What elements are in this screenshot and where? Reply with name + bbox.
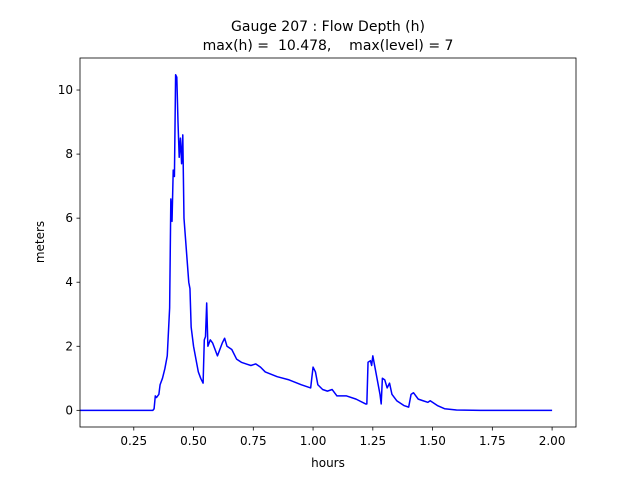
x-tick-label: 0.75 (240, 434, 267, 448)
plot-frame (79, 57, 577, 428)
y-tick-label: 0 (65, 403, 73, 417)
y-tick-label: 4 (65, 275, 73, 289)
y-tick-label: 10 (58, 83, 73, 97)
x-tick-label: 1.50 (419, 434, 446, 448)
x-tick-label: 1.25 (359, 434, 386, 448)
chart-subtitle: max(h) = 10.478, max(level) = 7 (203, 38, 454, 54)
y-tick-label: 6 (65, 211, 73, 225)
x-axis-label: hours (311, 456, 345, 470)
x-tick-label: 0.25 (120, 434, 147, 448)
y-tick-label: 8 (65, 147, 73, 161)
x-tick-label: 0.50 (180, 434, 207, 448)
chart-title: Gauge 207 : Flow Depth (h) (231, 19, 425, 35)
y-tick-label: 2 (65, 339, 73, 353)
data-line (80, 73, 553, 412)
y-axis-label: meters (33, 221, 47, 263)
x-tick-label: 1.00 (300, 434, 327, 448)
x-tick-label: 2.00 (539, 434, 566, 448)
x-tick-label: 1.75 (479, 434, 506, 448)
